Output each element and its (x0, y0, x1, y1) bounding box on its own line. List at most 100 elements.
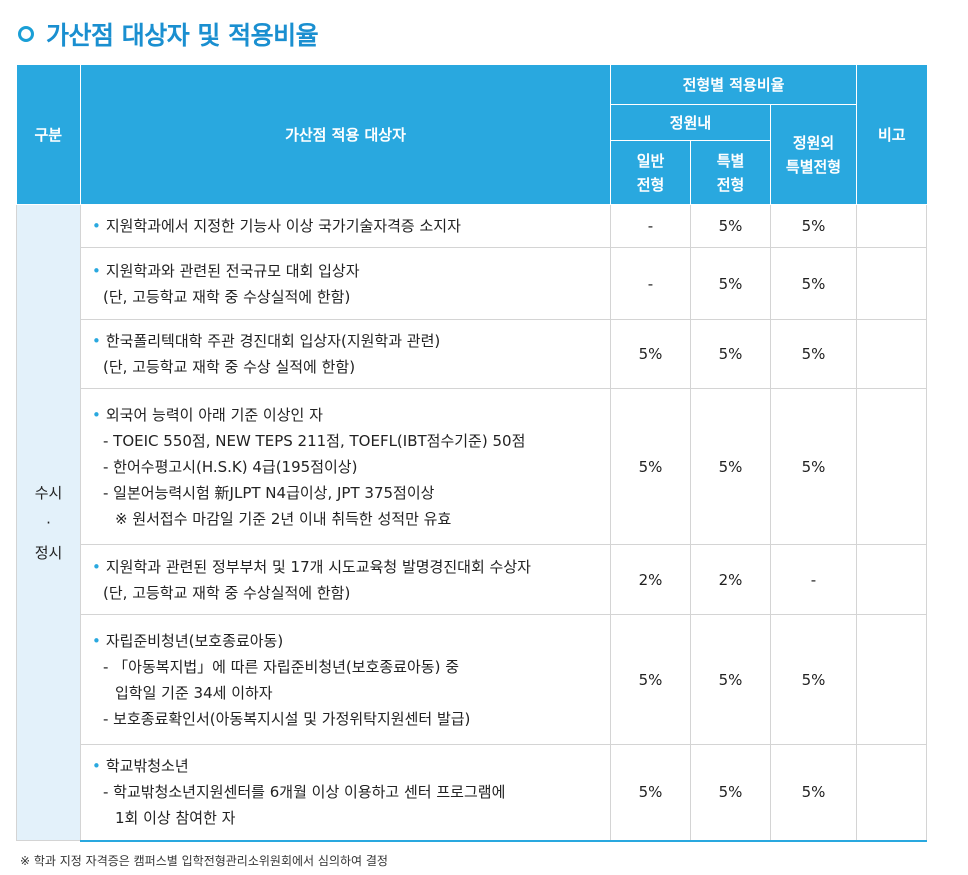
note-cell (856, 614, 928, 745)
target-line-text: 1회 이상 참여한 자 (115, 809, 236, 828)
target-line: - 보호종료확인서(아동복지시설 및 가정위탁지원센터 발급) (92, 706, 598, 732)
target-line-text: - 한어수평고시(H.S.K) 4급(195점이상) (103, 457, 358, 476)
gubun-text: 정시 (34, 543, 63, 562)
target-line-text: 한국폴리텍대학 주관 경진대회 입상자(지원학과 관련) (105, 332, 441, 350)
rate-general-cell: 5% (610, 744, 691, 842)
note-cell (856, 544, 928, 615)
rate-special-cell: 5% (690, 744, 771, 842)
rate-special-cell: 5% (690, 614, 771, 745)
rate-outside-cell: - (769, 544, 858, 615)
target-cell: • 자립준비청년(보호종료아동) - 「아동복지법」에 따른 자립준비청년(보호종료… (80, 614, 611, 745)
header-outside-line: 특별전형 (785, 157, 842, 176)
target-line-text: (단, 고등학교 재학 중 수상실적에 한함) (103, 583, 351, 602)
gubun-cell: 수시 · 정시 (16, 204, 81, 841)
gubun-text: 수시 (34, 483, 63, 502)
section-title-text: 가산점 대상자 및 적용비율 (46, 21, 319, 50)
target-line-text: 입학일 기준 34세 이하자 (115, 683, 273, 702)
target-line: • 지원학과 관련된 정부부처 및 17개 시도교육청 발명경진대회 수상자 (92, 554, 598, 580)
rate-general-cell: - (610, 204, 691, 248)
target-line-text: - TOEIC 550점, NEW TEPS 211점, TOEFL(IBT점수… (103, 431, 526, 450)
target-line-text: 자립준비청년(보호종료아동) (105, 631, 284, 650)
table-body: 수시 · 정시 • 지원학과에서 지정한 기능사 이상 국가기술자격증 소지자 -5% 5%… (16, 204, 928, 842)
target-cell: • 지원학과와 관련된 전국규모 대회 입상자 (단, 고등학교 재학 중 수상실적… (80, 247, 611, 320)
rate-outside-cell: 5% (769, 388, 858, 545)
note-cell (856, 247, 928, 320)
bullet-icon: • (92, 405, 101, 424)
header-special: 특별 전형 (690, 140, 771, 205)
target-line: - 학교밖청소년지원센터를 6개월 이상 이용하고 센터 프로그램에 (92, 779, 598, 805)
rate-special-cell: 5% (690, 247, 771, 320)
footnote: ※ 학과 지정 자격증은 캠퍼스별 입학전형관리소위원회에서 심의하여 결정 (20, 854, 388, 868)
target-line-text: - 「아동복지법」에 따른 자립준비청년(보호종료아동) 중 (103, 657, 459, 676)
rate-special-cell: 5% (690, 388, 771, 545)
header-rate-group: 전형별 적용비율 (609, 64, 858, 105)
bullet-icon: • (92, 261, 101, 280)
rate-outside-cell: 5% (769, 204, 858, 248)
header-outside: 정원외 특별전형 (769, 104, 858, 205)
section-title: 가산점 대상자 및 적용비율 (18, 16, 319, 52)
table-row: • 지원학과 관련된 정부부처 및 17개 시도교육청 발명경진대회 수상자 (단,… (17, 544, 928, 615)
target-line: • 지원학과에서 지정한 기능사 이상 국가기술자격증 소지자 (92, 213, 598, 239)
bonus-points-table: 구분 가산점 적용 대상자 전형별 적용비율 비고 정원내 정원외 특별전형 일… (16, 64, 928, 842)
target-line-text: 지원학과 관련된 정부부처 및 17개 시도교육청 발명경진대회 수상자 (105, 557, 531, 576)
rate-general-cell: 2% (610, 544, 691, 615)
header-special-line: 특별 (716, 151, 745, 170)
target-line-text: 외국어 능력이 아래 기준 이상인 자 (105, 405, 323, 424)
target-line-text: (단, 고등학교 재학 중 수상실적에 한함) (103, 287, 351, 306)
target-cell: • 지원학과 관련된 정부부처 및 17개 시도교육청 발명경진대회 수상자 (단,… (80, 544, 611, 615)
target-line-text: - 학교밖청소년지원센터를 6개월 이상 이용하고 센터 프로그램에 (103, 783, 506, 802)
bullet-icon: • (92, 757, 101, 776)
target-line: • 외국어 능력이 아래 기준 이상인 자 (92, 402, 598, 428)
target-line: (단, 고등학교 재학 중 수상실적에 한함) (92, 284, 598, 310)
header-special-line: 전형 (716, 175, 745, 194)
bullet-icon: • (92, 332, 101, 350)
table-row: • 한국폴리텍대학 주관 경진대회 입상자(지원학과 관련) (단, 고등학교 재학… (17, 319, 928, 389)
target-line: - 「아동복지법」에 따른 자립준비청년(보호종료아동) 중 (92, 654, 598, 680)
header-target: 가산점 적용 대상자 (80, 64, 611, 205)
header-outside-line: 정원외 (792, 133, 835, 152)
header-general-line: 전형 (636, 175, 665, 194)
rate-general-cell: 5% (610, 388, 691, 545)
rate-outside-cell: 5% (769, 247, 858, 320)
target-line: ※ 원서접수 마감일 기준 2년 이내 취득한 성적만 유효 (92, 506, 598, 532)
note-cell (856, 319, 928, 389)
target-line: - TOEIC 550점, NEW TEPS 211점, TOEFL(IBT점수… (92, 428, 598, 454)
target-line-text: 학교밖청소년 (105, 757, 189, 776)
table-row: • 자립준비청년(보호종료아동) - 「아동복지법」에 따른 자립준비청년(보호종료… (17, 614, 928, 745)
target-line: • 한국폴리텍대학 주관 경진대회 입상자(지원학과 관련) (92, 328, 598, 354)
target-cell: • 한국폴리텍대학 주관 경진대회 입상자(지원학과 관련) (단, 고등학교 재학… (80, 319, 611, 389)
bullet-icon: • (92, 557, 101, 576)
header-general-line: 일반 (636, 151, 665, 170)
table-row: • 학교밖청소년 - 학교밖청소년지원센터를 6개월 이상 이용하고 센터 프로그램… (17, 744, 928, 842)
gubun-text: · (46, 513, 51, 532)
bullet-icon: • (92, 217, 101, 235)
target-line: (단, 고등학교 재학 중 수상 실적에 한함) (92, 354, 598, 380)
note-cell (856, 204, 928, 248)
header-within: 정원내 (610, 104, 771, 141)
target-line-text: - 보호종료확인서(아동복지시설 및 가정위탁지원센터 발급) (103, 709, 471, 728)
target-line-text: - 일본어능력시험 新JLPT N4급이상, JPT 375점이상 (103, 483, 435, 502)
rate-special-cell: 5% (690, 319, 771, 389)
target-line: • 지원학과와 관련된 전국규모 대회 입상자 (92, 258, 598, 284)
target-line: • 학교밖청소년 (92, 753, 598, 779)
target-line: 입학일 기준 34세 이하자 (92, 680, 598, 706)
target-line: 1회 이상 참여한 자 (92, 805, 598, 831)
header-general: 일반 전형 (610, 140, 691, 205)
target-line: (단, 고등학교 재학 중 수상실적에 한함) (92, 580, 598, 606)
rate-special-cell: 5% (690, 204, 771, 248)
rate-general-cell: - (610, 247, 691, 320)
note-cell (856, 388, 928, 545)
rate-special-cell: 2% (690, 544, 771, 615)
table-row: • 지원학과와 관련된 전국규모 대회 입상자 (단, 고등학교 재학 중 수상실적… (17, 247, 928, 320)
target-line-text: 지원학과와 관련된 전국규모 대회 입상자 (105, 261, 360, 280)
target-line: • 자립준비청년(보호종료아동) (92, 628, 598, 654)
rate-outside-cell: 5% (769, 744, 858, 842)
table-row: • 외국어 능력이 아래 기준 이상인 자 - TOEIC 550점, NEW TE… (17, 388, 928, 545)
rate-outside-cell: 5% (769, 319, 858, 389)
bullet-icon: • (92, 631, 101, 650)
target-line-text: ※ 원서접수 마감일 기준 2년 이내 취득한 성적만 유효 (115, 509, 452, 528)
target-line-text: (단, 고등학교 재학 중 수상 실적에 한함) (103, 358, 356, 376)
note-cell (856, 744, 928, 842)
table-row: 수시 · 정시 • 지원학과에서 지정한 기능사 이상 국가기술자격증 소지자 -5% 5% (16, 204, 928, 841)
rate-general-cell: 5% (610, 614, 691, 745)
